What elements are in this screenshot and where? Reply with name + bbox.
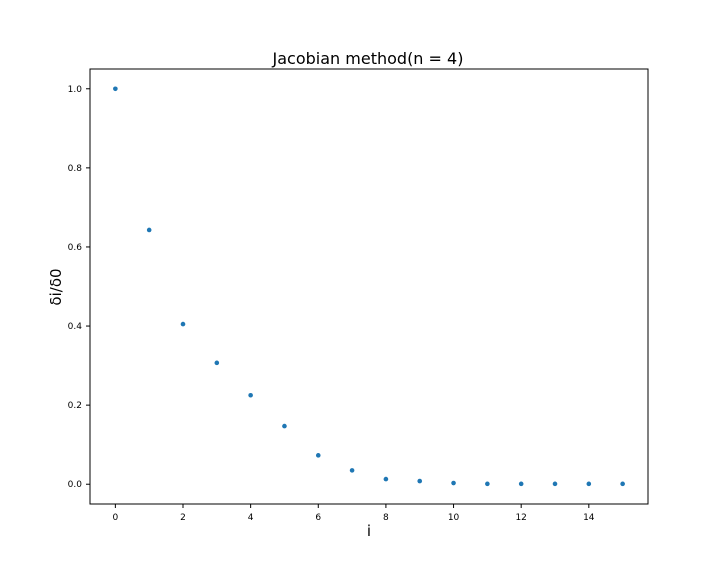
data-point (113, 86, 118, 92)
x-tick-label: 4 (248, 513, 254, 523)
y-tick-label: 0.2 (68, 401, 82, 411)
y-tick-label: 0.6 (68, 243, 83, 253)
data-point (417, 478, 423, 484)
y-tick-label: 1.0 (68, 85, 83, 95)
x-tick-label: 0 (112, 513, 118, 523)
y-tick-label: 0.8 (68, 164, 83, 174)
x-tick-label: 6 (315, 513, 321, 523)
x-tick-label: 8 (383, 513, 389, 523)
data-point (214, 360, 220, 366)
plot-area (89, 68, 649, 505)
y-axis: 0.0 0.2 0.4 0.6 0.8 1.0 (68, 85, 90, 490)
x-tick-label: 14 (583, 513, 595, 523)
data-point (248, 392, 253, 398)
data-point (383, 476, 389, 482)
data-point (282, 423, 287, 429)
y-tick-label: 0.0 (68, 480, 83, 490)
data-point (586, 481, 592, 487)
data-point (146, 227, 152, 233)
x-tick-label: 2 (180, 513, 186, 523)
data-points (113, 86, 625, 487)
data-point (518, 481, 524, 487)
data-point (485, 481, 490, 487)
data-point (451, 480, 456, 486)
x-axis: 0 2 4 6 8 10 12 14 (112, 504, 595, 523)
data-point (180, 321, 186, 327)
chart-title: Jacobian method(n = 4) (272, 49, 464, 68)
data-point (552, 481, 558, 487)
y-axis-label: δi/δ0 (47, 268, 65, 305)
y-tick-label: 0.4 (68, 322, 83, 332)
data-point (620, 481, 625, 487)
x-tick-label: 12 (515, 513, 526, 523)
data-point (315, 453, 321, 458)
x-axis-label: i (367, 522, 371, 540)
x-tick-label: 10 (448, 513, 460, 523)
data-point (349, 468, 355, 473)
